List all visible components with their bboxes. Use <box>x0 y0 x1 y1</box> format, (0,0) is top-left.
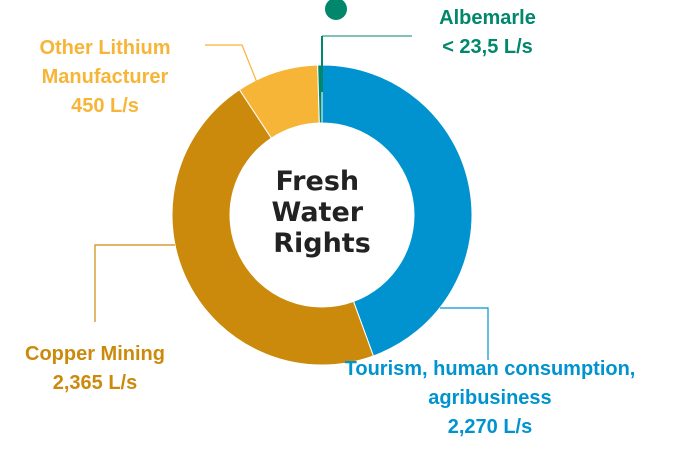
value-label: 2,270 L/s <box>447 416 533 438</box>
category-label: Albemarle <box>439 7 536 29</box>
center-line: Rights <box>273 228 371 259</box>
slice-label: Albemarle < 23,5 L/s <box>400 4 575 62</box>
slice <box>171 89 375 366</box>
slice <box>317 64 323 124</box>
slice-label: Other Lithium Manufacturer 450 L/s <box>0 34 210 121</box>
marker-dot <box>325 0 347 20</box>
leader-line <box>94 244 175 322</box>
value-label: 450 L/s <box>71 95 139 117</box>
center-line: Fresh <box>275 166 359 197</box>
center-label: Fresh Water Rights <box>272 166 373 259</box>
slice-label: Tourism, human consumption, agribusiness… <box>300 355 676 442</box>
category-label: Other Lithium Manufacturer <box>39 37 171 88</box>
value-label: < 23,5 L/s <box>442 36 533 58</box>
category-label: Tourism, human consumption, agribusiness <box>344 358 636 409</box>
value-label: 2,365 L/s <box>52 372 138 394</box>
leader-line <box>205 44 261 91</box>
leader-line <box>440 307 489 360</box>
slice <box>321 64 473 357</box>
category-label: Copper Mining <box>25 343 165 365</box>
slice-label: Copper Mining 2,365 L/s <box>0 340 200 398</box>
center-line: Water <box>272 197 364 228</box>
slices <box>171 64 473 366</box>
